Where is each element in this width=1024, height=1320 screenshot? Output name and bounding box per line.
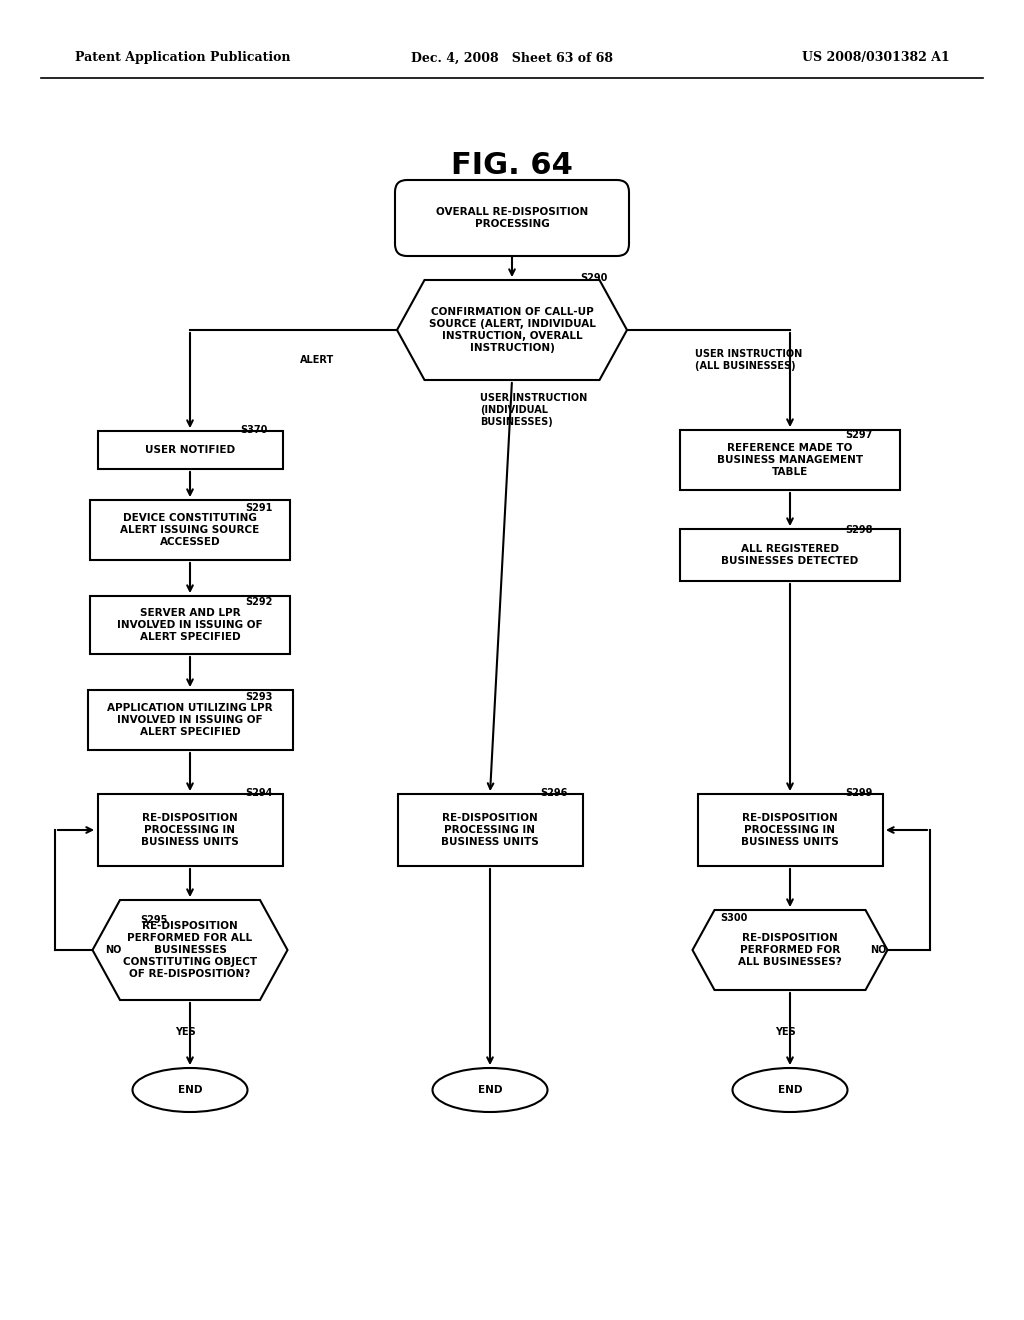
Ellipse shape [132, 1068, 248, 1111]
Text: RE-DISPOSITION
PERFORMED FOR
ALL BUSINESSES?: RE-DISPOSITION PERFORMED FOR ALL BUSINES… [738, 933, 842, 968]
Polygon shape [397, 280, 627, 380]
Text: S292: S292 [245, 597, 272, 607]
Text: Patent Application Publication: Patent Application Publication [75, 51, 291, 65]
Text: END: END [478, 1085, 502, 1096]
Text: FIG. 64: FIG. 64 [451, 150, 573, 180]
Text: S300: S300 [720, 913, 748, 923]
Ellipse shape [432, 1068, 548, 1111]
Bar [90, 597, 290, 653]
Text: S297: S297 [845, 430, 872, 440]
Text: S295: S295 [140, 915, 167, 925]
Text: CONFIRMATION OF CALL-UP
SOURCE (ALERT, INDIVIDUAL
INSTRUCTION, OVERALL
INSTRUCTI: CONFIRMATION OF CALL-UP SOURCE (ALERT, I… [429, 308, 595, 352]
Bar [680, 529, 900, 581]
Bar [697, 795, 883, 866]
Text: APPLICATION UTILIZING LPR
INVOLVED IN ISSUING OF
ALERT SPECIFIED: APPLICATION UTILIZING LPR INVOLVED IN IS… [108, 704, 272, 737]
Text: Dec. 4, 2008   Sheet 63 of 68: Dec. 4, 2008 Sheet 63 of 68 [411, 51, 613, 65]
Text: RE-DISPOSITION
PROCESSING IN
BUSINESS UNITS: RE-DISPOSITION PROCESSING IN BUSINESS UN… [141, 813, 239, 847]
Text: DEVICE CONSTITUTING
ALERT ISSUING SOURCE
ACCESSED: DEVICE CONSTITUTING ALERT ISSUING SOURCE… [121, 513, 260, 546]
Text: US 2008/0301382 A1: US 2008/0301382 A1 [802, 51, 950, 65]
Text: YES: YES [175, 1027, 196, 1038]
Text: S298: S298 [845, 525, 872, 535]
Text: REFERENCE MADE TO
BUSINESS MANAGEMENT
TABLE: REFERENCE MADE TO BUSINESS MANAGEMENT TA… [717, 444, 863, 477]
Text: OVERALL RE-DISPOSITION
PROCESSING: OVERALL RE-DISPOSITION PROCESSING [436, 207, 588, 228]
Bar [680, 430, 900, 490]
Ellipse shape [732, 1068, 848, 1111]
Text: USER NOTIFIED: USER NOTIFIED [145, 445, 236, 455]
Text: RE-DISPOSITION
PROCESSING IN
BUSINESS UNITS: RE-DISPOSITION PROCESSING IN BUSINESS UN… [741, 813, 839, 847]
Bar [397, 795, 583, 866]
Polygon shape [692, 909, 888, 990]
Text: S296: S296 [540, 788, 567, 799]
Text: USER INSTRUCTION
(INDIVIDUAL
BUSINESSES): USER INSTRUCTION (INDIVIDUAL BUSINESSES) [480, 393, 587, 426]
Text: S370: S370 [240, 425, 267, 436]
Bar [97, 432, 283, 469]
Text: END: END [778, 1085, 802, 1096]
FancyBboxPatch shape [395, 180, 629, 256]
Text: S293: S293 [245, 692, 272, 702]
Bar [90, 500, 290, 560]
Text: SERVER AND LPR
INVOLVED IN ISSUING OF
ALERT SPECIFIED: SERVER AND LPR INVOLVED IN ISSUING OF AL… [117, 609, 263, 642]
Text: NO: NO [105, 945, 122, 954]
Bar [87, 690, 293, 750]
Text: ALL REGISTERED
BUSINESSES DETECTED: ALL REGISTERED BUSINESSES DETECTED [721, 544, 859, 566]
Text: NO: NO [870, 945, 887, 954]
Bar [97, 795, 283, 866]
Text: S299: S299 [845, 788, 872, 799]
Text: S290: S290 [580, 273, 607, 282]
Text: S294: S294 [245, 788, 272, 799]
Text: END: END [178, 1085, 203, 1096]
Text: USER INSTRUCTION
(ALL BUSINESSES): USER INSTRUCTION (ALL BUSINESSES) [695, 350, 802, 371]
Polygon shape [92, 900, 288, 1001]
Text: S291: S291 [245, 503, 272, 513]
Text: YES: YES [775, 1027, 796, 1038]
Text: ALERT: ALERT [300, 355, 334, 366]
Text: RE-DISPOSITION
PROCESSING IN
BUSINESS UNITS: RE-DISPOSITION PROCESSING IN BUSINESS UN… [441, 813, 539, 847]
Text: RE-DISPOSITION
PERFORMED FOR ALL
BUSINESSES
CONSTITUTING OBJECT
OF RE-DISPOSITIO: RE-DISPOSITION PERFORMED FOR ALL BUSINES… [123, 921, 257, 979]
